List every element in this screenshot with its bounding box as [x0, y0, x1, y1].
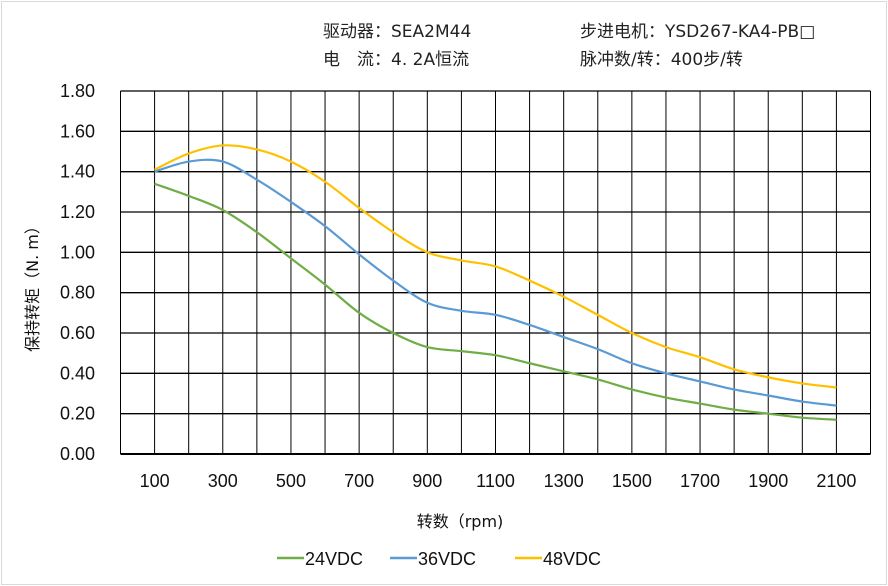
y-axis-label: 保持转矩（N. m） [23, 218, 42, 352]
y-tick-label: 0.60 [60, 323, 95, 343]
x-tick-label: 2100 [816, 471, 856, 491]
pulses-info: 脉冲数/转：400步/转 [580, 50, 743, 70]
x-tick-label: 300 [208, 471, 238, 491]
y-tick-label: 1.80 [60, 81, 95, 101]
x-tick-label: 1100 [476, 471, 515, 491]
series-line-36VDC [154, 158, 837, 407]
y-tick-label: 1.20 [60, 202, 95, 222]
y-tick-label: 0.20 [60, 404, 95, 424]
x-tick-label: 100 [140, 471, 170, 491]
x-tick-label: 1300 [544, 471, 584, 491]
y-tick-label: 0.40 [60, 363, 95, 383]
current-info: 电 流：4. 2A恒流 [323, 50, 470, 70]
y-tick-label: 1.60 [60, 121, 95, 141]
y-tick-label: 1.40 [60, 162, 95, 182]
x-tick-label: 1900 [748, 471, 788, 491]
motor-info: 步进电机：YSD267-KA4-PB□ [580, 22, 816, 42]
y-tick-label: 0.80 [60, 283, 95, 303]
series-line-24VDC [154, 182, 837, 421]
legend-label: 24VDC [305, 549, 363, 569]
x-tick-label: 1500 [612, 471, 652, 491]
x-tick-label: 900 [412, 471, 442, 491]
legend-label: 36VDC [418, 549, 476, 569]
x-tick-label: 500 [276, 471, 306, 491]
series-line-48VDC [154, 144, 837, 389]
driver-info: 驱动器：SEA2M44 [323, 22, 472, 42]
y-tick-label: 1.00 [60, 242, 95, 262]
legend-label: 48VDC [543, 549, 601, 569]
x-axis-label: 转数（rpm) [417, 512, 504, 531]
x-tick-label: 700 [344, 471, 374, 491]
y-tick-label: 0.00 [60, 444, 95, 464]
x-tick-label: 1700 [680, 471, 720, 491]
